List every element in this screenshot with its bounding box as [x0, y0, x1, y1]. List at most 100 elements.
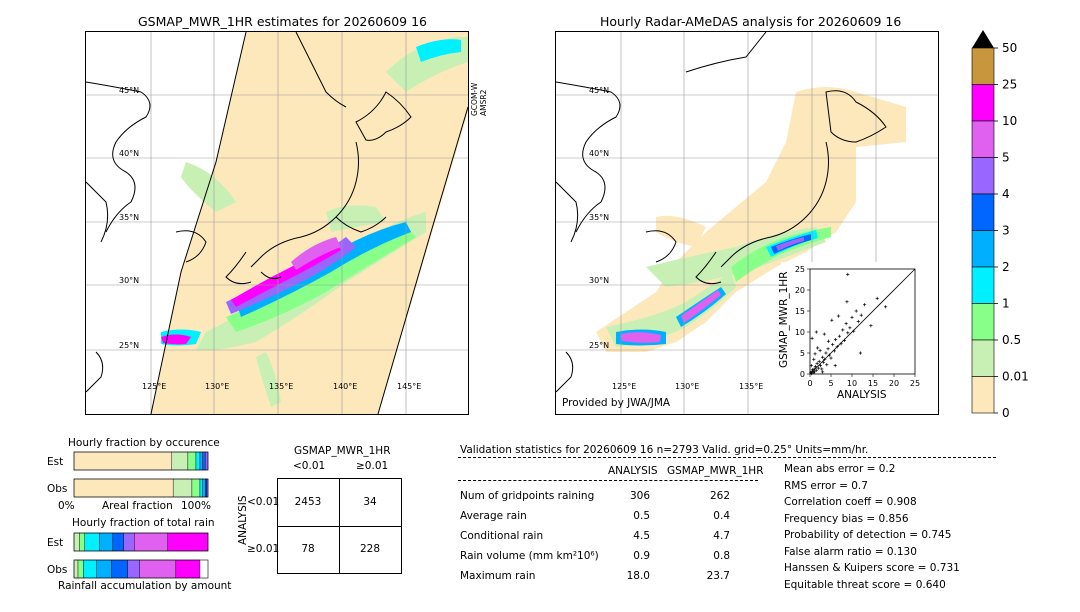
- left-map-coastline: [86, 32, 412, 393]
- occurrence-row-label: Est: [47, 456, 64, 468]
- occurrence-obs-segment: [172, 478, 193, 498]
- colorbar-over-arrow: [972, 30, 994, 48]
- right-map-title: Hourly Radar-AMeDAS analysis for 2026060…: [600, 14, 902, 29]
- right-map-svg: [556, 32, 938, 414]
- total-rain-est-segment: [112, 532, 124, 552]
- colorbar-segment: [971, 376, 995, 414]
- validation-col-header: ANALYSIS: [608, 465, 658, 477]
- left-lon-label: 145°E: [397, 382, 422, 391]
- occurrence-obs-segment: [205, 478, 207, 498]
- contingency-cell: 78: [301, 543, 315, 555]
- total-rain-obs-segment: [83, 559, 97, 579]
- right-lat-label: 25°N: [589, 341, 610, 350]
- right-lat-label: 45°N: [589, 86, 610, 95]
- occurrence-title: Hourly fraction by occurence: [68, 437, 220, 449]
- left-lat-label: 30°N: [119, 276, 140, 285]
- colorbar-segment: [971, 230, 995, 268]
- colorbar-segment: [971, 303, 995, 341]
- occurrence-est-segment: [73, 451, 173, 471]
- validation-row-label: Average rain: [460, 510, 527, 522]
- contingency-row-header: ≥0.01: [247, 543, 280, 555]
- total-rain-est-segment: [79, 532, 85, 552]
- right-lat-label: 35°N: [589, 213, 610, 222]
- colorbar-segment: [971, 157, 995, 195]
- colorbar-segment: [971, 84, 995, 122]
- colorbar-label: 25: [1002, 78, 1017, 92]
- occurrence-est-segment: [195, 451, 201, 471]
- total-rain-title: Hourly fraction of total rain: [72, 517, 215, 529]
- validation-score: Mean abs error = 0.2: [784, 463, 896, 475]
- colorbar-label: 0: [1002, 406, 1010, 420]
- validation-analysis-value: 4.5: [633, 530, 650, 542]
- colorbar-segment: [971, 193, 995, 231]
- left-lat-label: 35°N: [119, 213, 140, 222]
- colorbar-segment: [971, 47, 995, 85]
- total-rain-xlabel: Rainfall accumulation by amount: [58, 580, 232, 592]
- validation-score: Hanssen & Kuipers score = 0.731: [784, 562, 960, 574]
- contingency-cell: 34: [363, 496, 377, 508]
- occurrence-obs-segment: [199, 478, 203, 498]
- validation-gsmap-value: 0.4: [713, 510, 730, 522]
- validation-gsmap-value: 4.7: [713, 530, 730, 542]
- total-rain-obs-segment-frame: [73, 559, 209, 579]
- occurrence-obs-segment-frame: [73, 478, 209, 498]
- left-map-svg: [86, 32, 468, 414]
- total-rain-est-segment: [84, 532, 100, 552]
- validation-score: Probability of detection = 0.745: [784, 529, 952, 541]
- validation-row-label: Conditional rain: [460, 530, 544, 542]
- total-rain-est-segment-frame: [73, 532, 209, 552]
- occurrence-est-segment: [202, 451, 206, 471]
- colorbar-label: 0.5: [1002, 333, 1021, 347]
- total-rain-row-label: Obs: [47, 564, 68, 576]
- total-rain-est-segment: [134, 532, 169, 552]
- right-map-coastline: [556, 32, 887, 393]
- total-rain-obs-segment: [111, 559, 128, 579]
- contingency-cell: 228: [359, 543, 381, 555]
- rain-moderate-area: [226, 227, 416, 332]
- validation-gsmap-value: 23.7: [706, 570, 730, 582]
- colorbar-label: 1: [1002, 297, 1010, 311]
- total-rain-obs-segment: [96, 559, 112, 579]
- left-map-title: GSMAP_MWR_1HR estimates for 20260609 16: [138, 14, 427, 29]
- left-lon-label: 140°E: [333, 382, 358, 391]
- validation-analysis-value: 0.5: [633, 510, 650, 522]
- colorbar-label: 0.01: [1002, 370, 1029, 384]
- total-rain-obs-segment: [77, 559, 84, 579]
- occurrence-obs-segment: [202, 478, 206, 498]
- occurrence-est-segment: [187, 451, 197, 471]
- scatter-xlabel: ANALYSIS: [837, 389, 887, 401]
- validation-row-label: Num of gridpoints raining: [460, 490, 595, 502]
- right-lat-label: 40°N: [589, 149, 610, 158]
- total-rain-est-segment: [167, 532, 209, 552]
- left-map-panel: 45°N 40°N 35°N 30°N 25°N 125°E 130°E 135…: [85, 31, 469, 415]
- occurrence-xlabel: Areal fraction: [102, 500, 173, 512]
- contingency-col-header: <0.01: [293, 460, 326, 472]
- satellite-label: GCOM-W AMSR2: [470, 83, 488, 116]
- left-lon-label: 135°E: [269, 382, 294, 391]
- validation-score: False alarm ratio = 0.130: [784, 545, 917, 558]
- validation-score: Correlation coeff = 0.908: [784, 496, 917, 508]
- right-lat-label: 30°N: [589, 276, 610, 285]
- colorbar-segment: [971, 120, 995, 158]
- left-lat-label: 25°N: [119, 341, 140, 350]
- validation-analysis-value: 306: [629, 490, 650, 502]
- contingency-col-header: ≥0.01: [356, 460, 389, 472]
- colorbar-label: 5: [1002, 151, 1010, 165]
- contingency-title: GSMAP_MWR_1HR: [294, 445, 391, 457]
- validation-analysis-value: 0.9: [633, 550, 650, 562]
- occurrence-obs-segment: [206, 478, 209, 498]
- right-lon-label: 125°E: [612, 382, 637, 391]
- contingency-cell: 2453: [294, 496, 322, 508]
- right-map-panel: 45°N 40°N 35°N 30°N 25°N 125°E 130°E 135…: [555, 31, 939, 415]
- data-credit: Provided by JWA/JMA: [562, 397, 671, 409]
- occurrence-obs-segment: [73, 478, 174, 498]
- left-lon-label: 130°E: [205, 382, 230, 391]
- validation-row-label: Rain volume (mm km²10⁶): [460, 550, 599, 562]
- total-rain-obs-segment: [175, 559, 201, 579]
- colorbar-segment: [971, 266, 995, 304]
- scatter-ylabel: GSMAP_MWR_1HR: [778, 271, 790, 368]
- validation-table-divider: [458, 480, 758, 481]
- validation-gsmap-value: 262: [709, 490, 730, 502]
- satellite-label-line: GCOM-W: [470, 82, 479, 116]
- validation-analysis-value: 18.0: [626, 570, 650, 582]
